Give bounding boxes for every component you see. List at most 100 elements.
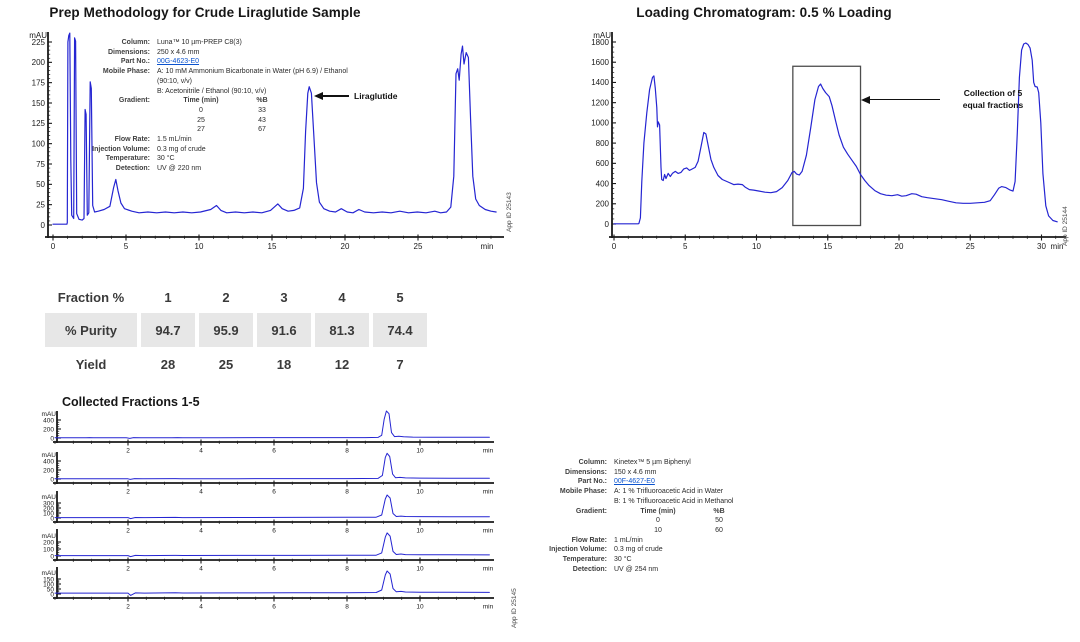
y-tick-label: 225 (32, 38, 46, 47)
app-id-right: App ID 25144 (1062, 206, 1069, 246)
method-row: Temperature: 30 °C (545, 555, 875, 565)
gradient-percentb-header: %B (256, 97, 268, 105)
y-tick-label: 200 (43, 539, 54, 546)
method-row: Dimensions: 150 x 4.6 mm (545, 468, 875, 478)
gradient-percentb-value: 67 (258, 126, 266, 134)
method-value: 00G-4623-E0 (157, 57, 199, 67)
collection-annotation: Collection of 5 equal fractions (861, 88, 1039, 111)
method-label: Gradient: (118, 97, 150, 105)
x-unit-label: min (483, 604, 494, 611)
method-value: 250 x 4.6 mm (157, 48, 200, 56)
y-tick-label: 200 (596, 200, 610, 209)
method-value: 30 °C (157, 155, 175, 163)
part-number-link[interactable]: 00G-4623-E0 (157, 58, 200, 66)
method-label: Column: (578, 459, 607, 466)
x-tick-label: 0 (51, 242, 56, 251)
x-tick-label: 2 (126, 604, 130, 611)
prep-chromatogram-chart: 0 5 10 15 20 25 225 200 175 150 125 100 75 50 25 0 mAU mi… (29, 31, 504, 251)
table-row-label: Yield (75, 356, 107, 372)
table-cell: 74.4 (373, 313, 427, 347)
x-tick-label: 6 (272, 528, 276, 535)
method-row: Mobile Phase: A: 1 % Trifluoroacetic Acid… (545, 487, 875, 506)
method-row: Gradient: Time (min) %B 0 50 10 60 (545, 507, 875, 536)
loading-chromatogram-chart: 0 5 10 15 20 25 30 1800 1600 1400 1200 1000 800 600 40… (591, 31, 1066, 251)
y-tick-label: 200 (32, 58, 46, 67)
y-tick-label: 400 (596, 179, 610, 188)
x-tick-label: 6 (272, 566, 276, 573)
table-cell: 81.3 (315, 313, 369, 347)
x-tick-label: 4 (199, 528, 203, 535)
app-id-left: App ID 25143 (506, 192, 513, 232)
y-tick-label: 1800 (591, 38, 609, 47)
method-label: Mobile Phase: (102, 68, 150, 76)
y-tick-label: 200 (43, 426, 54, 433)
x-tick-label: 10 (416, 566, 424, 573)
method-value-line: B: 1 % Trifluoroacetic Acid in Methanol (614, 497, 734, 505)
y-tick-label: 100 (43, 581, 54, 588)
method-row: Flow Rate: 1.5 mL/min (62, 135, 364, 145)
method-label: Column: (121, 39, 150, 46)
method-label: Part No.: (577, 478, 607, 486)
method-label: Flow Rate: (571, 536, 607, 544)
x-tick-label: 10 (195, 242, 204, 251)
method-value: 00F-4627-E0 (614, 477, 655, 487)
y-tick-label: 0 (50, 476, 54, 483)
x-tick-label: 2 (126, 448, 130, 455)
gradient-percentb-value: 50 (715, 517, 723, 525)
y-unit-label: mAU (29, 31, 47, 40)
collection-box (792, 65, 862, 227)
gradient-time-value: 25 (197, 116, 205, 124)
x-tick-label: 5 (683, 242, 688, 251)
liraglutide-annotation: Liraglutide (314, 91, 397, 101)
x-tick-label: 4 (199, 566, 203, 573)
method-row: Part No.: 00F-4627-E0 (545, 477, 875, 487)
method-label: Injection Volume: (92, 145, 150, 153)
part-number-link[interactable]: 00F-4627-E0 (614, 478, 655, 486)
y-tick-label: 175 (32, 78, 46, 87)
prep-method-details: Column: Luna™ 10 µm-PREP C8(3) Dimensions:… (62, 38, 364, 174)
table-header-cell: 3 (280, 289, 288, 305)
x-tick-label: 0 (612, 242, 617, 251)
gradient-time-value: 0 (656, 517, 660, 525)
method-row: Part No.: 00G-4623-E0 (62, 57, 364, 67)
x-tick-label: 2 (126, 489, 130, 496)
method-row: Injection Volume: 0.3 mg of crude (545, 545, 875, 555)
chromatogram-trace (54, 532, 490, 558)
chromatogram-trace (54, 410, 490, 439)
analytical-method-details: Column: Kinetex™ 5 µm Biphenyl Dimensions:… (545, 458, 875, 574)
method-row: Column: Luna™ 10 µm-PREP C8(3) (62, 38, 364, 48)
gradient-header-row: Time (min) %B (614, 507, 734, 517)
table-header-cell: 4 (338, 289, 346, 305)
y-unit-label: mAU (42, 570, 57, 577)
method-row: Mobile Phase: A: 10 mM Ammonium Bicarbona… (62, 67, 364, 96)
gradient-percentb-header: %B (713, 507, 725, 515)
method-value: 0.3 mg of crude (157, 145, 206, 153)
method-row: Injection Volume: 0.3 mg of crude (62, 145, 364, 155)
method-value: Time (min) %B 0 50 10 60 (614, 507, 734, 536)
method-value: UV @ 254 nm (614, 565, 659, 573)
method-label: Detection: (572, 565, 607, 573)
loading-chart-title: Loading Chromatogram: 0.5 % Loading (636, 5, 892, 20)
gradient-row: 10 60 (614, 526, 734, 536)
y-tick-label: 25 (36, 200, 45, 209)
app-id-fractions: App ID 25145 (511, 588, 518, 628)
table-header-cell: 2 (222, 289, 230, 305)
y-tick-label: 50 (47, 586, 55, 593)
x-tick-label: 15 (823, 242, 832, 251)
method-label: Detection: (115, 165, 150, 173)
gradient-percentb-value: 33 (258, 106, 266, 114)
method-value: 0.3 mg of crude (614, 546, 663, 554)
y-tick-label: 100 (43, 510, 54, 517)
gradient-percentb-value: 43 (258, 116, 266, 124)
fractions-table: Fraction % 1 2 3 4 5% Purity 94.7 95.9 91.6 81.3 7… (45, 284, 427, 378)
method-row: Detection: UV @ 220 nm (62, 164, 364, 174)
method-value: A: 10 mM Ammonium Bicarbonate in Water (… (157, 67, 364, 96)
y-tick-label: 0 (41, 221, 46, 230)
x-tick-label: 10 (416, 528, 424, 535)
x-tick-label: 8 (345, 604, 349, 611)
y-tick-label: 600 (596, 159, 610, 168)
method-label: Injection Volume: (549, 546, 607, 554)
gradient-row: 27 67 (157, 125, 277, 135)
